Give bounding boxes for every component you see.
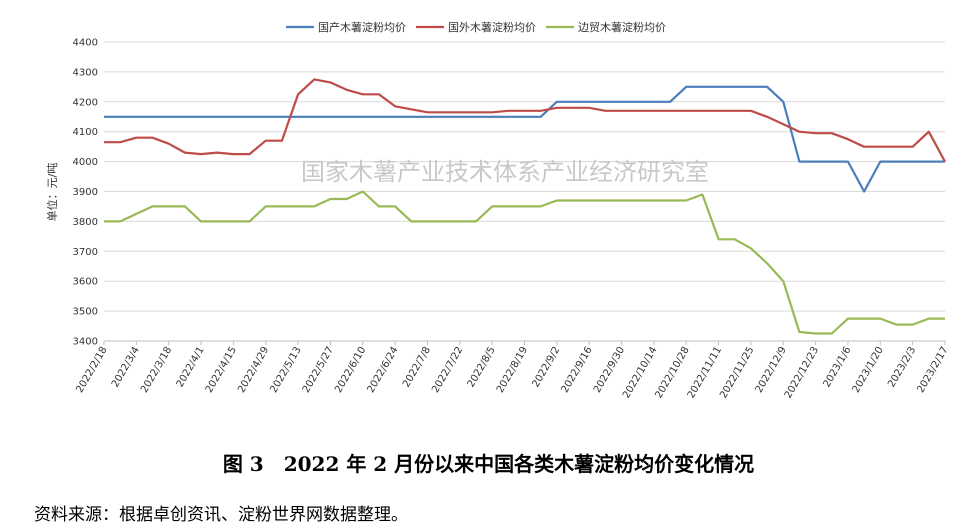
x-tick-label: 2022/9/30	[592, 345, 627, 395]
y-axis-label: 单位：元/吨	[45, 163, 59, 222]
y-tick-label: 3700	[73, 247, 98, 258]
watermark: 国家木薯产业技术体系产业经济研究室	[301, 158, 709, 186]
x-tick-label: 2022/3/18	[139, 345, 174, 395]
gridlines	[104, 41, 945, 342]
legend: 国产木薯淀粉均价 国外木薯淀粉均价 边贸木薯淀粉均价	[286, 20, 666, 34]
x-tick-label: 2022/4/1	[175, 345, 207, 389]
x-tick-label: 2022/10/14	[621, 345, 659, 400]
line-chart: 3400 3500 3600 3700 3800 3900 4000 4100 4200 4300…	[45, 20, 951, 400]
y-tick-label: 3800	[73, 217, 98, 228]
legend-label-0: 国产木薯淀粉均价	[318, 20, 406, 34]
x-tick-label: 2022/11/11	[686, 345, 724, 400]
x-tick-label: 2022/9/2	[530, 345, 562, 389]
x-tick-label: 2022/12/9	[754, 345, 789, 395]
x-tick-label: 2022/5/13	[269, 345, 304, 395]
x-tick-label: 2023/2/3	[886, 345, 918, 389]
y-tick-label: 3500	[73, 307, 98, 318]
x-tick-label: 2022/5/27	[301, 345, 336, 395]
x-tick-label: 2022/8/19	[495, 345, 530, 395]
y-axis-ticks: 3400 3500 3600 3700 3800 3900 4000 4100 4200 4300…	[73, 38, 98, 348]
y-tick-label: 3900	[73, 187, 98, 198]
y-tick-label: 4100	[73, 127, 98, 138]
x-tick-label: 2022/9/16	[560, 345, 595, 395]
x-tick-label: 2022/12/23	[783, 345, 821, 400]
x-tick-label: 2023/1/20	[851, 345, 886, 395]
x-tick-label: 2022/3/4	[110, 345, 142, 389]
y-tick-label: 3600	[73, 277, 98, 288]
x-tick-label: 2022/4/29	[236, 345, 271, 395]
y-tick-label: 4400	[73, 38, 98, 49]
series-line-0	[104, 85, 945, 193]
x-tick-label: 2022/10/28	[653, 345, 691, 400]
x-tick-label: 2023/1/6	[822, 345, 854, 389]
x-tick-label: 2022/8/5	[466, 345, 498, 389]
y-tick-label: 4000	[73, 157, 98, 168]
x-tick-label: 2022/7/22	[430, 345, 465, 395]
data-source-note: 资料来源：根据卓创资讯、淀粉世界网数据整理。	[34, 505, 408, 525]
series-line-1	[104, 78, 946, 163]
series-line-2	[104, 190, 945, 335]
y-tick-label: 3400	[73, 337, 98, 348]
figure-caption: 图 3 2022 年 2 月份以来中国各类木薯淀粉均价变化情况	[222, 452, 755, 476]
x-tick-label: 2022/11/25	[718, 345, 756, 400]
legend-label-1: 国外木薯淀粉均价	[448, 20, 536, 34]
x-tick-label: 2023/2/17	[915, 345, 950, 395]
legend-label-2: 边贸木薯淀粉均价	[578, 20, 666, 34]
x-tick-label: 2022/7/8	[401, 345, 433, 389]
x-tick-label: 2022/4/15	[204, 345, 239, 395]
series-lines	[104, 78, 946, 335]
x-tick-label: 2022/6/24	[366, 345, 401, 395]
x-tick-label: 2022/2/18	[74, 345, 109, 395]
y-tick-label: 4300	[73, 67, 98, 78]
x-tick-label: 2022/6/10	[333, 345, 368, 395]
y-tick-label: 4200	[73, 97, 98, 108]
